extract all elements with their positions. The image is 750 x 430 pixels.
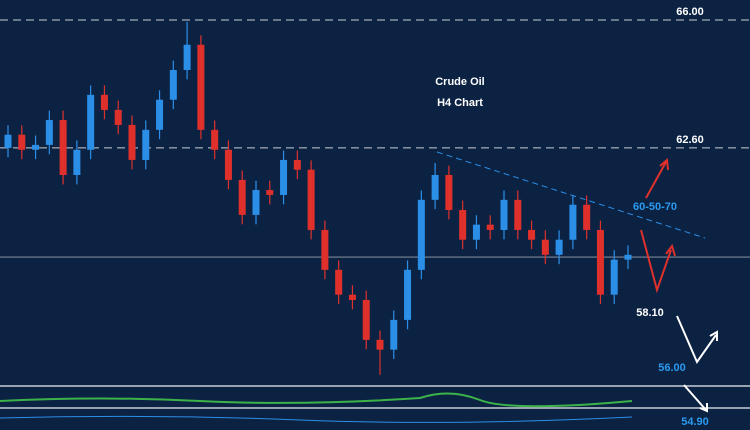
candle-body [211,129,219,150]
arrow [683,384,708,413]
candle-body [128,124,136,160]
arrows [640,157,718,413]
candle-body [486,224,494,230]
candle-body [224,149,232,180]
annotation: 58.10 [636,307,664,319]
candle-body [528,229,536,240]
candle-body [445,175,453,210]
level-label: 66.00 [676,6,704,18]
candle-body [335,269,343,295]
arrow [640,229,676,294]
candle-body [280,159,288,195]
candle-body [252,190,260,215]
candle-body [583,204,591,230]
candle-body [73,149,81,175]
candle-body [417,199,425,270]
candle-body [404,269,412,320]
candle-body [59,120,67,175]
annotation: 56.00 [658,362,686,374]
annotation: 54.90 [681,416,709,428]
candle-body [32,144,40,150]
indicator-histogram [0,392,633,408]
candle-body [472,224,480,240]
candle-body [183,44,191,70]
candle-body [569,204,577,240]
candle-body [348,294,356,300]
candle-body [18,134,26,150]
candle-body [624,254,632,260]
indicator-line [0,415,633,423]
candle-body [610,259,618,295]
candle-body [238,179,246,215]
candle-body [362,299,370,340]
candle-body [45,120,53,145]
candle-body [555,239,563,255]
candle-body [376,339,384,350]
candle-body [197,44,205,130]
candle-body [459,210,467,240]
candle-body [293,159,301,170]
candle-body [87,94,95,150]
trendline [436,151,706,239]
candle-body [142,129,150,160]
candle-body [156,99,164,130]
candle-body [100,94,108,110]
candle-body [541,239,549,255]
candle-body [321,229,329,270]
level-label: 62.60 [676,134,704,146]
candle-body [4,134,12,148]
candle-body [514,199,522,230]
arrow [676,315,718,365]
chart-subtitle: H4 Chart [437,97,483,109]
candle-body [114,109,122,125]
candle-body [169,70,177,100]
candle-body [596,229,604,295]
candle-body [500,199,508,230]
chart-title: Crude Oil [435,76,485,88]
candle-body [431,175,439,200]
candle-body [266,190,274,195]
candle-body [307,169,315,230]
arrow [645,157,669,199]
annotation: 60-50-70 [633,201,677,213]
candle-body [390,319,398,350]
